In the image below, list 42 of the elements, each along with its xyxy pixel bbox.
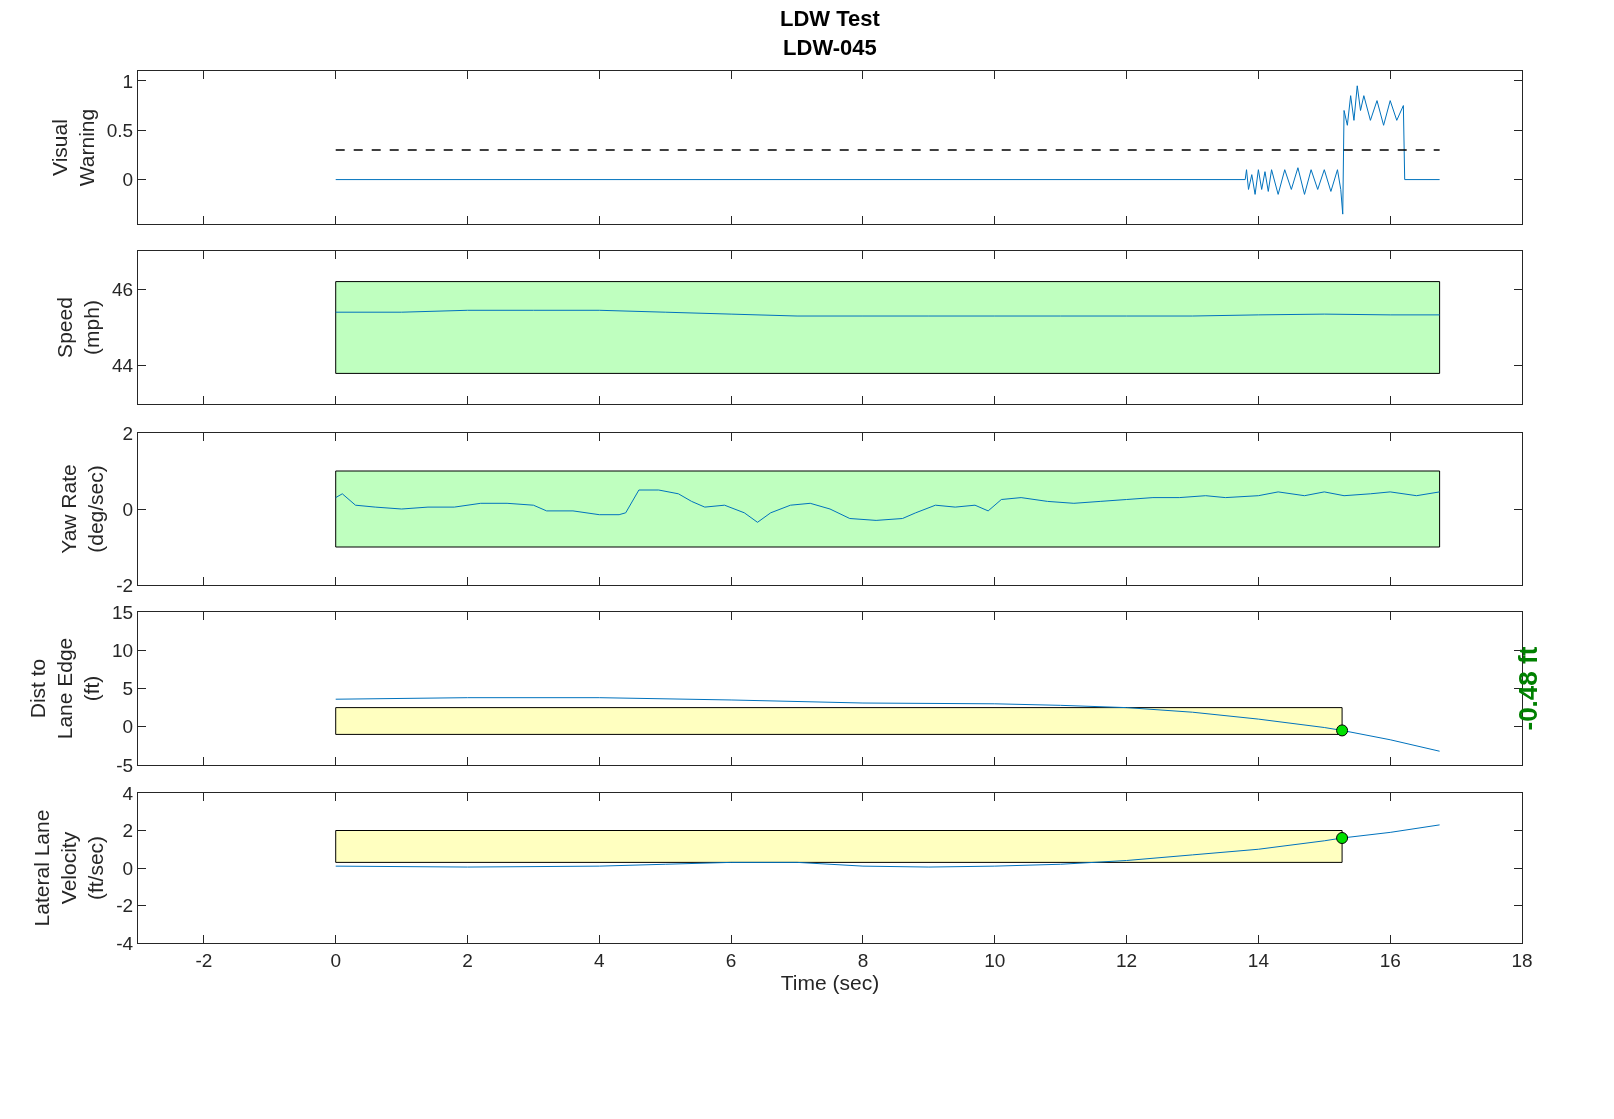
x-tick-label: 0 [330, 949, 341, 971]
y-tick-label: 5 [122, 678, 134, 700]
y-tick-label: 10 [112, 639, 134, 661]
line-series [335, 489, 1441, 523]
annotation: -0.48 ft [1512, 646, 1543, 731]
x-tick-label: 16 [1379, 949, 1401, 971]
y-tick-label: 0 [122, 857, 134, 879]
y-tick-label: -2 [116, 574, 134, 596]
y-axis-title: Dist to Lane Edge (ft) [25, 637, 104, 740]
x-tick-label: 18 [1511, 949, 1533, 971]
x-tick-label: 12 [1116, 949, 1138, 971]
line-series [335, 824, 1441, 868]
line-series [335, 85, 1441, 215]
x-axis-title: Time (sec) [780, 970, 880, 994]
y-tick-label: 15 [112, 601, 134, 623]
y-tick-label: 2 [122, 820, 134, 842]
y-tick-label: -2 [116, 895, 134, 917]
y-tick-label: 2 [122, 422, 134, 444]
y-axis-title: Yaw Rate (deg/sec) [57, 464, 108, 554]
x-tick-label: 6 [725, 949, 737, 971]
y-axis-title: Lateral Lane Velocity (ft/sec) [29, 809, 108, 927]
y-tick-label: -5 [116, 754, 134, 776]
y-tick-label: 44 [112, 355, 134, 377]
y-tick-label: 46 [112, 278, 134, 300]
x-tick-label: 10 [984, 949, 1006, 971]
x-tick-label: -2 [195, 949, 213, 971]
y-tick-label: 0 [122, 169, 134, 191]
x-tick-label: 8 [857, 949, 869, 971]
y-tick-label: 4 [122, 782, 134, 804]
y-tick-label: 1 [122, 70, 134, 92]
y-tick-label: 0 [122, 716, 134, 738]
chart-title: LDW Test [780, 6, 881, 31]
y-axis-title: Speed (mph) [52, 297, 104, 358]
y-tick-label: 0.5 [106, 119, 134, 141]
x-tick-label: 2 [462, 949, 473, 971]
y-tick-label: 0 [122, 498, 134, 520]
x-tick-label: 14 [1247, 949, 1270, 971]
line-series [335, 697, 1441, 752]
x-tick-label: 4 [594, 949, 606, 971]
y-axis-title: Visual Warning [47, 108, 98, 187]
y-tick-label: -4 [116, 932, 134, 954]
chart-subtitle: LDW-045 [783, 34, 877, 60]
